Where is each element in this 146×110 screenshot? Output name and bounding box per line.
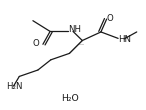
Text: O: O: [33, 39, 39, 48]
Text: NH: NH: [68, 25, 81, 34]
Text: HN: HN: [118, 35, 131, 44]
Text: O: O: [107, 14, 114, 23]
Text: H₂O: H₂O: [61, 94, 79, 104]
Text: H₂N: H₂N: [6, 82, 23, 91]
Text: ···: ···: [79, 42, 85, 47]
